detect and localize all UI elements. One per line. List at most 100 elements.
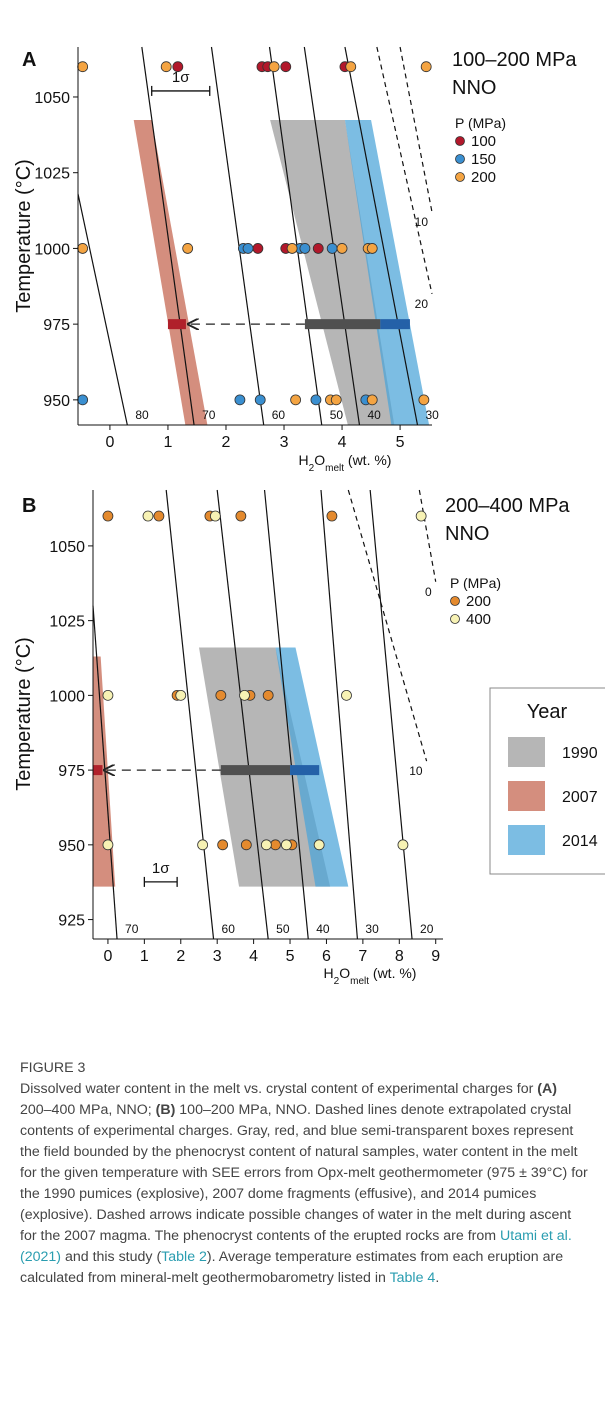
isopleth-label: 70: [202, 408, 216, 422]
label-part: O: [339, 965, 350, 981]
caption-segment: (B): [155, 1102, 176, 1118]
legend-title: Year: [527, 701, 568, 723]
legend-marker: [450, 596, 460, 606]
data-point: [242, 243, 254, 254]
x-axis-label: H2Omelt (wt. %): [324, 965, 417, 987]
data-point: [215, 689, 227, 701]
x-axis-label: H2Omelt (wt. %): [299, 452, 392, 474]
subscript: 2: [334, 976, 340, 987]
legend-label: 1990: [562, 745, 598, 762]
label-part: H: [324, 965, 334, 981]
data-point: [77, 61, 89, 73]
data-point: [418, 394, 430, 406]
x-tick-label: 6: [322, 948, 331, 965]
legend-swatch: [508, 737, 545, 767]
legend-swatch: [508, 781, 545, 811]
y-tick-label: 1000: [34, 241, 70, 258]
caption-segment: and this study (: [61, 1249, 162, 1265]
data-point: [240, 839, 252, 851]
data-point: [160, 61, 172, 73]
data-point: [299, 243, 311, 254]
data-point: [270, 839, 281, 851]
data-point: [341, 689, 352, 701]
label-part: O: [314, 452, 325, 468]
extrapolated-isopleth: [418, 489, 437, 582]
isopleth-label: 30: [425, 408, 439, 422]
x-tick-label: 0: [103, 948, 112, 965]
data-point: [397, 839, 409, 851]
data-point: [336, 243, 348, 254]
data-point: [142, 510, 154, 522]
x-tick-label: 9: [431, 948, 440, 965]
isopleth-label: 10: [409, 764, 423, 778]
reference-link[interactable]: Table 2: [161, 1249, 207, 1265]
data-point: [254, 394, 266, 406]
caption-segment: (A): [537, 1081, 557, 1097]
subscript: 2: [309, 463, 315, 474]
isopleth: [320, 489, 359, 940]
legend-title: P (MPa): [455, 115, 506, 131]
data-point: [366, 243, 378, 254]
isopleth: [165, 489, 215, 940]
legend-label: 400: [466, 611, 491, 628]
data-point: [239, 689, 250, 701]
x-tick-label: 3: [213, 948, 222, 965]
isopleth: [369, 489, 413, 940]
data-point: [313, 839, 325, 851]
legend-label: 2014: [562, 833, 598, 850]
data-point: [182, 243, 194, 254]
data-point: [77, 394, 89, 406]
y-tick-label: 950: [43, 393, 70, 410]
data-point: [326, 510, 338, 522]
data-point: [420, 61, 432, 73]
data-point: [262, 689, 274, 701]
temperature-bar: [304, 319, 381, 330]
y-tick-label: 1000: [49, 688, 85, 705]
field-box: [344, 119, 430, 425]
isopleth-label: 50: [276, 922, 290, 936]
isopleth: [141, 46, 195, 426]
y-tick-label: 1050: [49, 539, 85, 556]
data-point: [197, 839, 209, 851]
data-point: [268, 61, 280, 73]
isopleth: [303, 46, 361, 426]
data-point: [415, 510, 427, 522]
data-point: [77, 243, 89, 254]
temperature-bar: [167, 319, 186, 330]
data-point: [102, 689, 114, 701]
y-tick-label: 1025: [34, 166, 70, 183]
data-point: [172, 61, 184, 73]
isopleth-label: 0: [425, 585, 432, 599]
isopleth-label: 20: [420, 922, 434, 936]
data-point: [286, 243, 298, 254]
extrapolated-isopleth: [399, 46, 433, 213]
plot-area: [133, 119, 430, 425]
y-tick-label: 950: [58, 838, 85, 855]
isopleth-label: 40: [316, 922, 330, 936]
x-tick-label: 8: [395, 948, 404, 965]
panel-subtitle: NNO: [452, 77, 496, 99]
panel-label: B: [22, 495, 36, 517]
reference-link[interactable]: Utami et al. (2021): [20, 1228, 572, 1265]
data-point: [260, 839, 272, 851]
field-box: [133, 119, 208, 425]
extrapolated-isopleth: [347, 489, 428, 762]
x-tick-label: 7: [358, 948, 367, 965]
data-point: [235, 510, 247, 522]
legend-swatch: [508, 825, 545, 855]
x-tick-label: 2: [176, 948, 185, 965]
data-point: [175, 689, 187, 701]
caption-segment: Dissolved water content in the melt vs. …: [20, 1081, 538, 1097]
isopleth-label: 60: [272, 408, 286, 422]
isopleth: [268, 46, 323, 426]
x-tick-label: 2: [222, 434, 231, 451]
reference-link[interactable]: Table 4: [389, 1270, 436, 1286]
legend-label: 2007: [562, 789, 598, 806]
isopleth: [344, 46, 419, 426]
extrapolated-isopleth: [376, 46, 433, 294]
isopleth-label: 70: [125, 922, 139, 936]
error-label: 1σ: [152, 860, 170, 877]
x-tick-label: 0: [105, 434, 114, 451]
